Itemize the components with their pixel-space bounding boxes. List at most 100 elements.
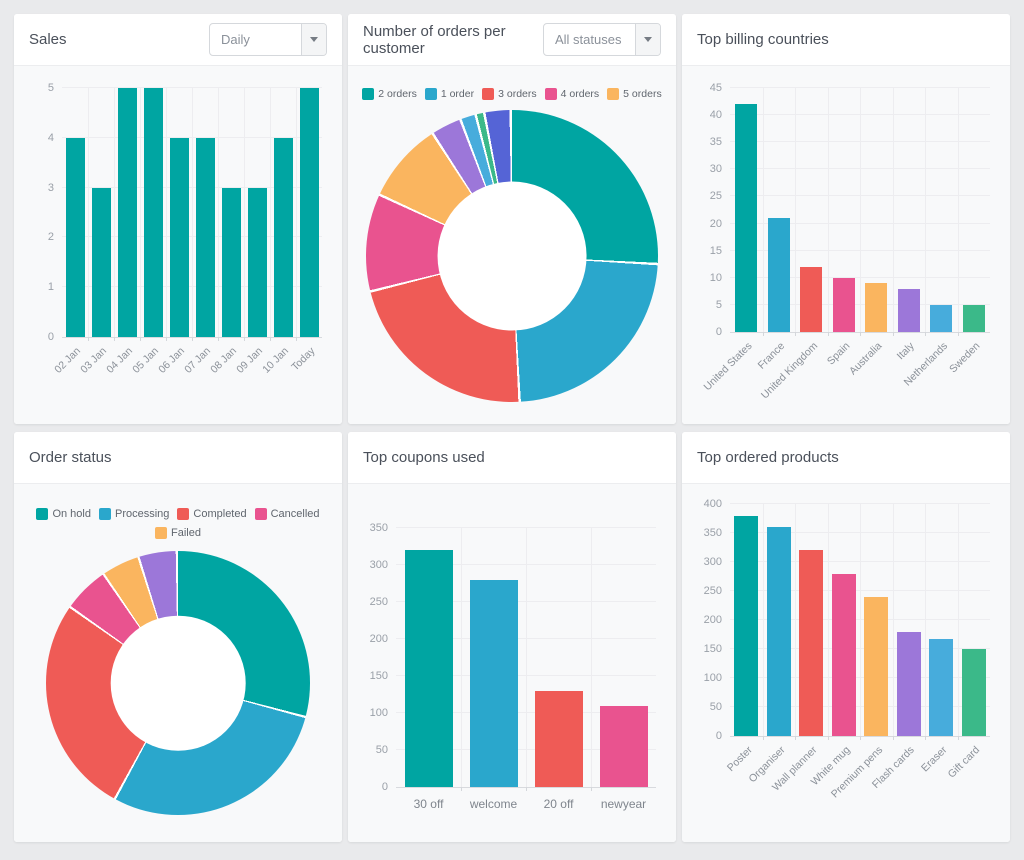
panel-body: On hold Processing Completed Cancelled Faile… xyxy=(14,484,342,842)
y-axis-tick-label: 5 xyxy=(715,298,722,311)
x-axis-tick xyxy=(461,787,462,791)
x-axis-tick xyxy=(892,736,894,740)
x-axis-label: Today xyxy=(289,345,318,374)
bar xyxy=(800,266,823,332)
legend-label: Failed xyxy=(171,527,201,539)
x-axis-tick xyxy=(925,736,926,740)
sales-period-dropdown[interactable]: Daily xyxy=(209,23,327,56)
y-axis-tick-label: 400 xyxy=(703,498,722,510)
x-axis-tick xyxy=(591,787,592,791)
y-axis-tick-label: 150 xyxy=(369,670,388,682)
y-axis-tick-label: 20 xyxy=(709,217,722,230)
y-axis-tick-label: 15 xyxy=(709,244,722,257)
bar-plot: 0 5 10 15 20 25 30 35 40 45 United States France Uni… xyxy=(702,82,990,401)
legend-swatch xyxy=(607,88,620,100)
y-axis-tick-label: 30 xyxy=(709,163,722,176)
orders-per-customer-donut-chart: 2 orders 1 order 3 orders 4 orders 5 orders xyxy=(362,88,662,402)
gridline-vertical xyxy=(192,88,193,337)
x-axis-tick xyxy=(957,736,959,740)
x-axis-label: Gift card xyxy=(945,744,983,781)
bar xyxy=(734,515,759,736)
y-axis-tick-label: 350 xyxy=(703,527,722,539)
y-axis-tick-label: 100 xyxy=(369,707,388,720)
x-axis-tick xyxy=(860,332,861,336)
panel-body: 0 1 2 3 4 5 02 Jan 03 Jan 04 Jan 05 Jan 06 Jan 07 J… xyxy=(14,66,342,424)
gridline-vertical xyxy=(166,88,167,337)
gridline-vertical xyxy=(892,88,894,332)
legend-swatch xyxy=(98,508,111,520)
bar xyxy=(930,304,953,332)
bar xyxy=(195,137,215,337)
bar xyxy=(221,187,241,337)
x-axis-label: Australia xyxy=(847,340,885,378)
gridline-vertical xyxy=(925,504,926,736)
x-axis-label: welcome xyxy=(469,797,518,811)
bar xyxy=(766,527,791,736)
legend-swatch xyxy=(254,508,267,520)
bar xyxy=(929,638,954,736)
legend-item: 3 orders xyxy=(482,88,537,100)
x-axis-tick xyxy=(166,337,167,341)
order-status-donut-chart: On hold Processing Completed Cancelled Faile… xyxy=(28,508,328,815)
x-axis-tick xyxy=(526,787,527,791)
y-axis-tick-label: 200 xyxy=(369,633,388,646)
x-axis-tick xyxy=(892,332,894,336)
donut-hole xyxy=(437,181,587,331)
y-axis-tick-label: 250 xyxy=(369,596,388,608)
bar xyxy=(961,649,986,736)
bar xyxy=(65,137,85,337)
bar xyxy=(469,579,518,787)
chart-legend: On hold Processing Completed Cancelled Faile… xyxy=(20,508,336,539)
products-bar-chart: 0 50 100 150 200 250 300 350 400 Poster Organiser W… xyxy=(696,498,996,800)
legend-item: 2 orders xyxy=(362,88,417,100)
bar xyxy=(599,705,648,787)
legend-swatch xyxy=(482,88,495,100)
y-axis-tick-label: 0 xyxy=(47,331,54,343)
gridline-vertical xyxy=(827,504,829,736)
gridline-vertical xyxy=(140,88,141,337)
bar xyxy=(273,137,293,337)
legend-label: Processing xyxy=(114,508,170,520)
bar xyxy=(799,550,824,736)
y-axis-tick-label: 0 xyxy=(715,730,722,742)
panel-header: Order status xyxy=(14,432,342,484)
x-axis-label: 30 off xyxy=(413,797,444,811)
y-axis-tick-label: 100 xyxy=(703,672,722,684)
orders-per-customer-panel: Number of orders per customer All status… xyxy=(348,14,676,424)
donut-hole xyxy=(110,615,246,751)
legend-swatch xyxy=(362,88,375,100)
bars xyxy=(62,88,322,337)
legend-swatch xyxy=(544,88,557,100)
x-axis-label: 06 Jan xyxy=(156,345,188,376)
x-axis-tick xyxy=(827,332,829,336)
order-status-panel: Order status On hold Processing Completed C… xyxy=(14,432,342,842)
chevron-down-icon xyxy=(301,24,326,55)
gridline-vertical xyxy=(795,88,796,332)
x-axis-label: newyear xyxy=(600,797,647,811)
order-status-filter-dropdown[interactable]: All statuses xyxy=(543,23,661,56)
legend-label: 2 orders xyxy=(378,88,417,100)
bars xyxy=(730,88,990,332)
legend-item: Cancelled xyxy=(254,508,320,520)
bar xyxy=(404,550,453,787)
gridline-vertical xyxy=(270,88,271,337)
x-axis-tick xyxy=(925,332,926,336)
bar xyxy=(865,283,888,332)
x-axis-labels: Poster Organiser Wall planner White mug Prem… xyxy=(725,736,990,812)
gridline-vertical xyxy=(461,528,462,787)
x-axis-label: 04 Jan xyxy=(104,345,136,376)
panel-title: Sales xyxy=(29,31,67,48)
gridline xyxy=(730,503,990,504)
x-axis-labels: 02 Jan 03 Jan 04 Jan 05 Jan 06 Jan 07 Jan 08 J… xyxy=(53,337,322,413)
x-axis-tick xyxy=(88,337,89,341)
y-axis-tick-label: 300 xyxy=(369,559,388,571)
legend-item: Failed xyxy=(155,527,201,539)
legend-label: Cancelled xyxy=(270,508,320,520)
x-axis-label: Eraser xyxy=(919,744,950,775)
x-axis-label: 09 Jan xyxy=(234,345,266,376)
x-axis-tick xyxy=(244,337,245,341)
y-axis-tick-label: 10 xyxy=(709,271,722,284)
y-axis-tick-label: 25 xyxy=(709,190,722,203)
bar xyxy=(897,288,920,332)
